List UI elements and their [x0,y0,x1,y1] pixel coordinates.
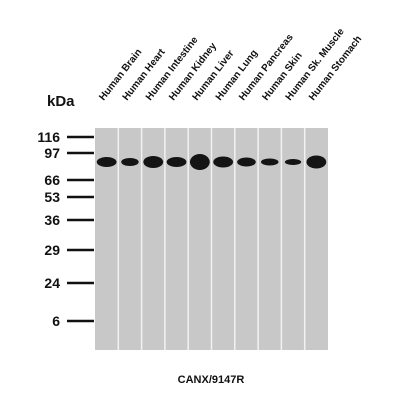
band [284,159,302,165]
marker-label: 29 [44,242,60,258]
band [121,158,139,166]
band [96,157,117,167]
band [213,156,234,168]
unit-label: kDa [47,93,75,110]
caption: CANX/9147R [178,374,245,386]
band [261,158,279,166]
marker-label: 36 [44,212,60,228]
marker-label: 53 [44,189,60,205]
marker-label: 97 [44,145,60,161]
marker-label: 116 [37,129,60,145]
band [166,157,187,167]
marker-label: 6 [52,313,60,329]
band [189,154,210,170]
band [237,157,256,167]
band [306,155,327,169]
band [143,156,164,168]
marker-label: 66 [44,172,60,188]
marker-label: 24 [44,275,60,291]
